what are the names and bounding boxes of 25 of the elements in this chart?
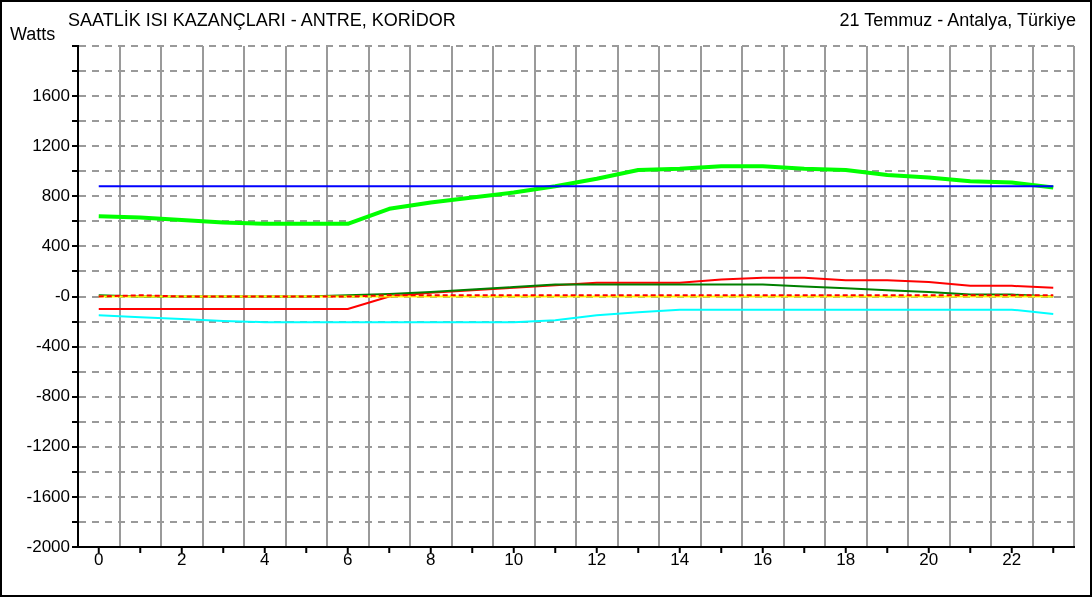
x-tick-label: 0 [94, 549, 104, 569]
x-tick-label: 8 [426, 549, 436, 569]
x-tick-label: 2 [177, 549, 187, 569]
chart-title: SAATLİK ISI KAZANÇLARI - ANTRE, KORİDOR [68, 10, 456, 31]
y-tick-label: -0 [54, 286, 70, 306]
x-tick-label: 10 [504, 549, 524, 569]
y-tick-label: -1600 [26, 486, 70, 506]
x-tick-label: 16 [753, 549, 773, 569]
y-tick-label: 1600 [32, 85, 70, 105]
x-tick-label: 18 [836, 549, 856, 569]
y-tick-label: -800 [35, 386, 70, 406]
y-tick-label: -400 [35, 336, 70, 356]
x-tick-label: 20 [919, 549, 939, 569]
x-tick-label: 14 [670, 549, 690, 569]
x-tick-label: 12 [587, 549, 607, 569]
chart-subtitle: 21 Temmuz - Antalya, Türkiye [839, 10, 1076, 31]
y-tick-label: 400 [41, 236, 70, 256]
x-tick-label: 4 [260, 549, 270, 569]
x-tick-label: 6 [343, 549, 353, 569]
y-tick-label: 800 [41, 185, 70, 205]
y-tick-label: -2000 [26, 536, 70, 556]
y-tick-label: -1200 [26, 436, 70, 456]
y-tick-label: 1200 [32, 135, 70, 155]
x-tick-label: 22 [1002, 549, 1022, 569]
y-axis-title: Watts [10, 24, 56, 45]
